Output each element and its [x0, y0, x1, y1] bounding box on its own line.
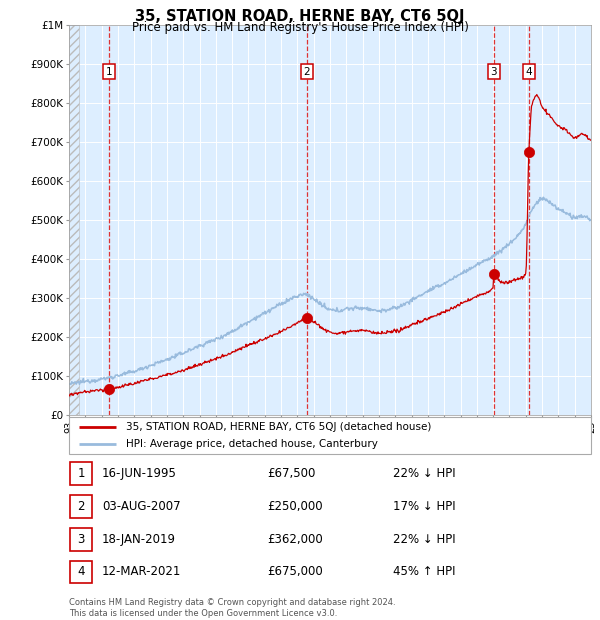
- Point: [104, 384, 114, 394]
- Text: £250,000: £250,000: [267, 500, 323, 513]
- Text: 18-JAN-2019: 18-JAN-2019: [102, 533, 176, 546]
- Text: 22% ↓ HPI: 22% ↓ HPI: [393, 467, 455, 480]
- Text: 35, STATION ROAD, HERNE BAY, CT6 5QJ: 35, STATION ROAD, HERNE BAY, CT6 5QJ: [135, 9, 465, 24]
- Text: 4: 4: [526, 67, 532, 77]
- Text: 45% ↑ HPI: 45% ↑ HPI: [393, 565, 455, 578]
- Text: 3: 3: [77, 533, 85, 546]
- Point: [489, 269, 499, 279]
- Text: 17% ↓ HPI: 17% ↓ HPI: [393, 500, 455, 513]
- Point: [524, 147, 533, 157]
- Text: 1: 1: [106, 67, 112, 77]
- Polygon shape: [69, 25, 79, 415]
- Text: 35, STATION ROAD, HERNE BAY, CT6 5QJ (detached house): 35, STATION ROAD, HERNE BAY, CT6 5QJ (de…: [127, 422, 432, 432]
- Text: 4: 4: [77, 565, 85, 578]
- Text: £675,000: £675,000: [267, 565, 323, 578]
- Point: [302, 312, 312, 322]
- Text: 2: 2: [304, 67, 310, 77]
- Text: 22% ↓ HPI: 22% ↓ HPI: [393, 533, 455, 546]
- Text: 03-AUG-2007: 03-AUG-2007: [102, 500, 181, 513]
- Text: 3: 3: [491, 67, 497, 77]
- Text: 2: 2: [77, 500, 85, 513]
- Text: Price paid vs. HM Land Registry's House Price Index (HPI): Price paid vs. HM Land Registry's House …: [131, 21, 469, 34]
- Text: Contains HM Land Registry data © Crown copyright and database right 2024.
This d: Contains HM Land Registry data © Crown c…: [69, 598, 395, 618]
- Text: £67,500: £67,500: [267, 467, 316, 480]
- Text: HPI: Average price, detached house, Canterbury: HPI: Average price, detached house, Cant…: [127, 440, 378, 450]
- Text: £362,000: £362,000: [267, 533, 323, 546]
- Text: 16-JUN-1995: 16-JUN-1995: [102, 467, 177, 480]
- Text: 12-MAR-2021: 12-MAR-2021: [102, 565, 181, 578]
- Text: 1: 1: [77, 467, 85, 480]
